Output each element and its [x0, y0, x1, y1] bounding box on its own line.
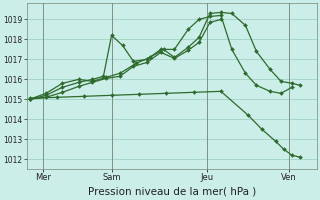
X-axis label: Pression niveau de la mer( hPa ): Pression niveau de la mer( hPa ) [88, 187, 256, 197]
